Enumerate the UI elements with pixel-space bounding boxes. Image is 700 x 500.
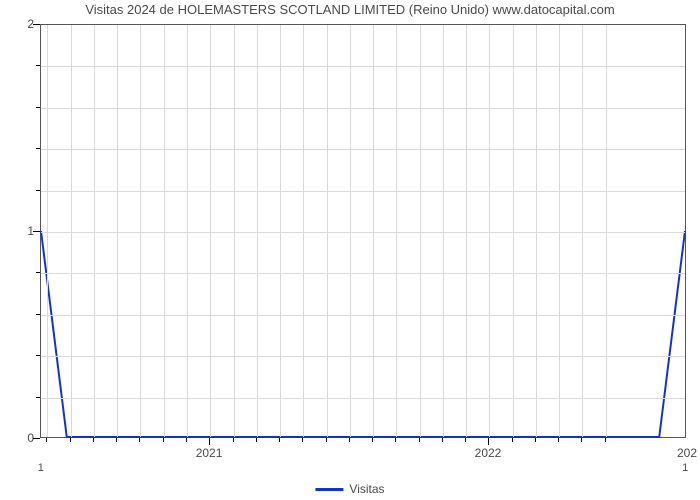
- x-minor-tick: [465, 438, 466, 442]
- y-minor-tick: [36, 272, 40, 273]
- x-minor-gridline: [71, 25, 72, 437]
- x-minor-gridline: [303, 25, 304, 437]
- x-minor-gridline: [140, 25, 141, 437]
- y-gridline: [41, 232, 685, 233]
- x-minor-tick: [512, 438, 513, 442]
- x-minor-gridline: [164, 25, 165, 437]
- x-minor-tick: [163, 438, 164, 442]
- x-tick-label: 2021: [196, 446, 223, 460]
- x-minor-tick: [605, 438, 606, 442]
- y-tick-label: 0: [16, 431, 34, 445]
- x-minor-tick: [233, 438, 234, 442]
- x-minor-gridline: [257, 25, 258, 437]
- x-minor-gridline: [559, 25, 560, 437]
- x-minor-gridline: [234, 25, 235, 437]
- x-minor-gridline: [280, 25, 281, 437]
- y-minor-gridline: [41, 149, 685, 150]
- x-minor-tick: [326, 438, 327, 442]
- x-minor-gridline: [443, 25, 444, 437]
- x-minor-tick: [186, 438, 187, 442]
- y-minor-gridline: [41, 273, 685, 274]
- x-minor-gridline: [396, 25, 397, 437]
- y-minor-tick: [36, 355, 40, 356]
- y-minor-tick: [36, 107, 40, 108]
- x-minor-gridline: [606, 25, 607, 437]
- x-minor-tick: [442, 438, 443, 442]
- legend: Visitas: [315, 482, 384, 496]
- x-minor-gridline: [373, 25, 374, 437]
- y-minor-tick: [36, 314, 40, 315]
- y-tick: [33, 231, 40, 232]
- x-minor-tick: [279, 438, 280, 442]
- x-minor-tick: [395, 438, 396, 442]
- x-minor-gridline: [187, 25, 188, 437]
- x-minor-gridline: [94, 25, 95, 437]
- y-tick-label: 1: [16, 224, 34, 238]
- x-gridline: [210, 25, 211, 437]
- x-minor-gridline: [117, 25, 118, 437]
- y-minor-gridline: [41, 398, 685, 399]
- x-minor-tick: [46, 438, 47, 442]
- chart-container: Visitas 2024 de HOLEMASTERS SCOTLAND LIM…: [0, 0, 700, 500]
- x-minor-tick: [535, 438, 536, 442]
- x-minor-gridline: [536, 25, 537, 437]
- x-minor-gridline: [513, 25, 514, 437]
- x-minor-tick: [139, 438, 140, 442]
- x-sub-label: 1: [682, 462, 688, 474]
- y-minor-gridline: [41, 66, 685, 67]
- plot-area: [40, 24, 686, 438]
- x-gridline: [489, 25, 490, 437]
- x-minor-gridline: [327, 25, 328, 437]
- x-minor-tick: [581, 438, 582, 442]
- x-minor-gridline: [466, 25, 467, 437]
- x-minor-tick: [302, 438, 303, 442]
- y-minor-gridline: [41, 108, 685, 109]
- x-minor-tick: [116, 438, 117, 442]
- x-minor-tick: [488, 438, 489, 442]
- y-minor-tick: [36, 397, 40, 398]
- x-sub-label: 1: [38, 462, 44, 474]
- x-minor-tick: [419, 438, 420, 442]
- y-tick: [33, 438, 40, 439]
- x-tick-label: 202: [677, 446, 697, 460]
- x-minor-tick: [93, 438, 94, 442]
- y-minor-tick: [36, 148, 40, 149]
- y-tick: [33, 24, 40, 25]
- x-minor-tick: [256, 438, 257, 442]
- y-minor-gridline: [41, 191, 685, 192]
- chart-title: Visitas 2024 de HOLEMASTERS SCOTLAND LIM…: [0, 2, 700, 17]
- x-minor-tick: [558, 438, 559, 442]
- x-minor-tick: [70, 438, 71, 442]
- y-tick-label: 2: [16, 17, 34, 31]
- x-minor-gridline: [47, 25, 48, 437]
- y-minor-tick: [36, 65, 40, 66]
- y-minor-gridline: [41, 356, 685, 357]
- x-minor-gridline: [420, 25, 421, 437]
- x-minor-tick: [209, 438, 210, 442]
- series-line: [41, 25, 685, 437]
- x-minor-tick: [349, 438, 350, 442]
- legend-swatch: [315, 488, 343, 491]
- x-tick-label: 2022: [475, 446, 502, 460]
- x-minor-tick: [372, 438, 373, 442]
- y-minor-tick: [36, 190, 40, 191]
- x-minor-gridline: [350, 25, 351, 437]
- y-minor-gridline: [41, 315, 685, 316]
- legend-label: Visitas: [349, 482, 384, 496]
- x-minor-gridline: [582, 25, 583, 437]
